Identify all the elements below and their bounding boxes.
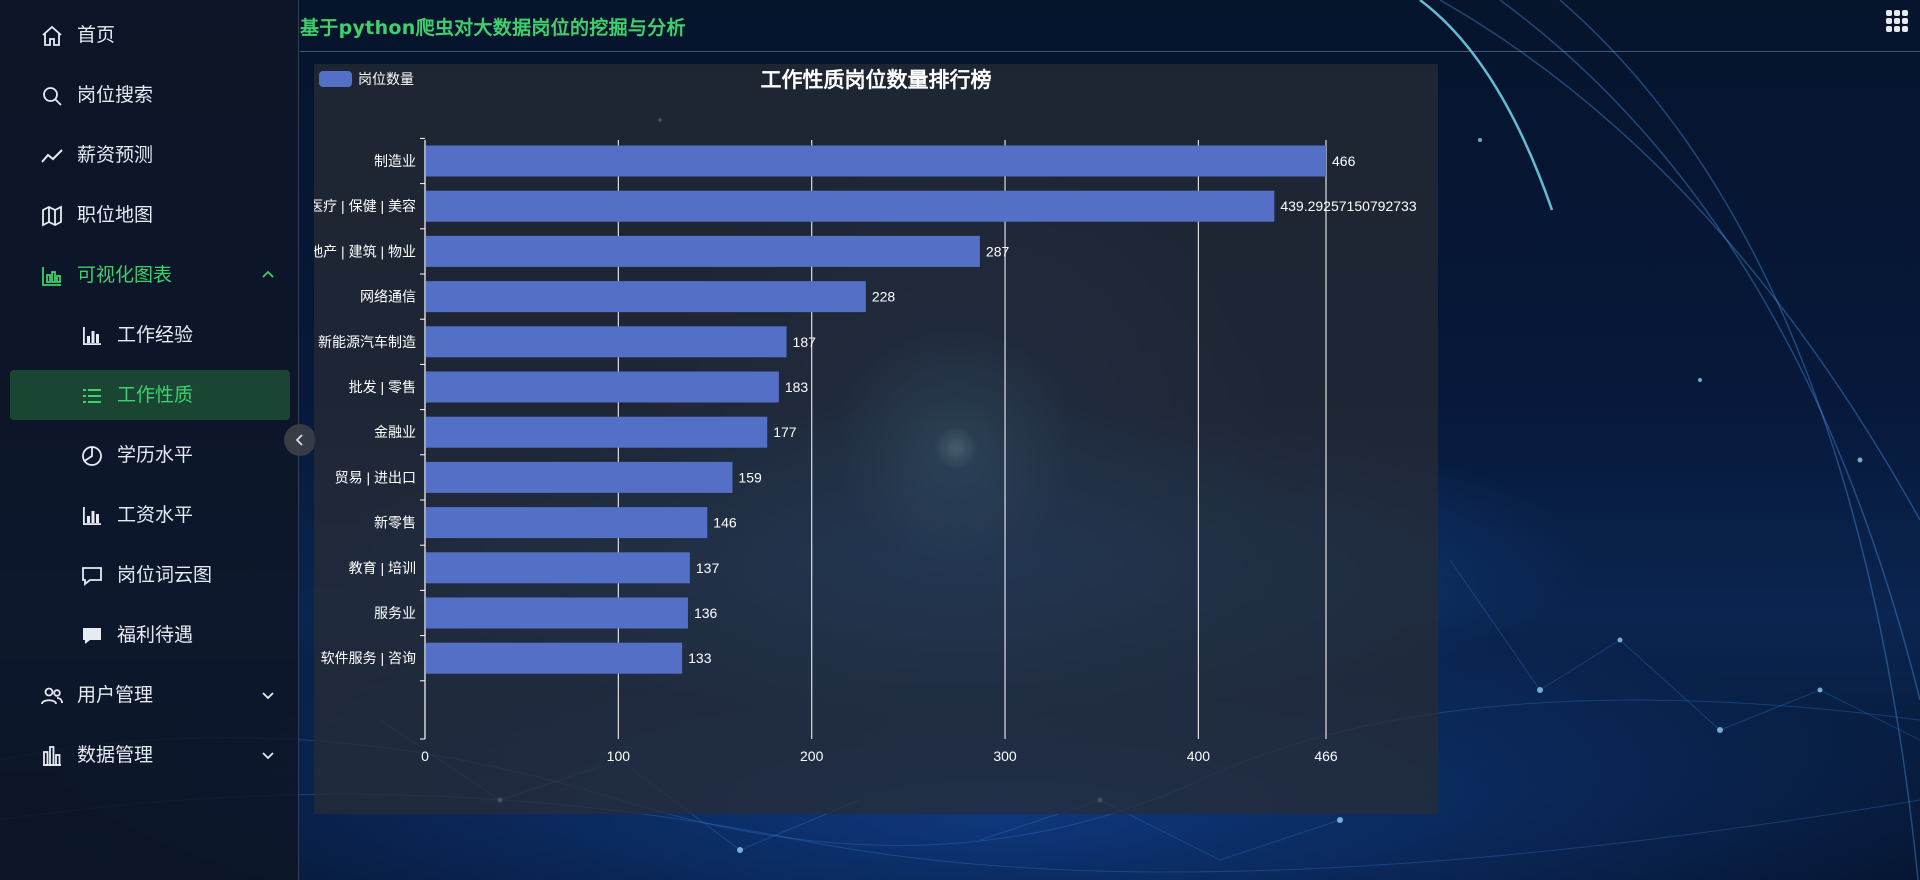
bar[interactable] (426, 642, 683, 674)
chevron-down-icon (262, 692, 274, 700)
y-category-label: 新零售 (374, 515, 416, 531)
bar-value-label: 137 (696, 560, 720, 576)
map-icon (42, 205, 62, 227)
sidebar-item-home[interactable]: 首页 (0, 10, 299, 60)
bar[interactable] (426, 552, 690, 584)
y-category-label: 教育 | 培训 (349, 560, 416, 576)
top-header: 基于python爬虫对大数据岗位的挖掘与分析 (300, 0, 1920, 52)
sidebar-item-label: 用户管理 (77, 684, 154, 706)
bar-chart-icon (83, 507, 101, 525)
search-icon (43, 87, 62, 106)
sidebar-item-user-management[interactable]: 用户管理 (0, 670, 299, 720)
x-tick-label: 466 (1314, 748, 1338, 764)
home-icon (42, 25, 62, 46)
chevron-left-icon (295, 434, 303, 446)
sidebar-item-job-map[interactable]: 职位地图 (0, 190, 299, 240)
chevron-up-icon (262, 270, 274, 278)
sidebar-item-label: 福利待遇 (117, 624, 194, 646)
bar-value-label: 177 (773, 424, 797, 440)
y-category-label: 新能源汽车制造 (318, 334, 416, 350)
bar[interactable] (426, 371, 779, 403)
y-category-label: 网络通信 (360, 289, 416, 305)
y-category-label: 服务业 (374, 605, 416, 621)
sidebar-collapse-button[interactable] (284, 424, 316, 456)
apps-grid-icon[interactable] (1884, 8, 1910, 34)
bar-value-label: 187 (793, 334, 817, 350)
sidebar-item-benefits[interactable]: 福利待遇 (0, 610, 299, 660)
bar-value-label: 466 (1332, 153, 1356, 169)
y-category-label: 制造业 (374, 153, 416, 169)
sidebar-item-charts[interactable]: 可视化图表 (0, 250, 299, 300)
chart-panel: 岗位数量 工作性质岗位数量排行榜 0 100 200 300 400 466 制造业 466 医… (314, 64, 1438, 814)
sidebar-item-label: 工作经验 (117, 324, 194, 346)
y-category-label: 软件服务 | 咨询 (321, 650, 416, 666)
bar-value-label: 228 (872, 289, 896, 305)
y-category-label: 贸易 | 进出口 (335, 469, 416, 485)
sidebar-item-label: 数据管理 (77, 744, 154, 766)
database-icon (43, 746, 61, 766)
sidebar-item-label: 岗位词云图 (117, 564, 213, 586)
bar[interactable] (426, 190, 1275, 222)
bar-value-label: 287 (986, 243, 1010, 259)
legend-swatch[interactable] (319, 71, 352, 87)
trend-icon (41, 149, 63, 163)
comment-icon (82, 567, 102, 586)
sidebar-item-label: 学历水平 (117, 444, 194, 466)
sidebar-item-education-level[interactable]: 学历水平 (0, 430, 299, 480)
sidebar-item-salary-level[interactable]: 工资水平 (0, 490, 299, 540)
chevron-down-icon (262, 752, 274, 760)
y-category-label: 房地产 | 建筑 | 物业 (314, 243, 416, 259)
legend-label[interactable]: 岗位数量 (358, 71, 414, 87)
sidebar-item-job-search[interactable]: 岗位搜索 (0, 70, 299, 120)
chart-title: 工作性质岗位数量排行榜 (761, 68, 992, 92)
page-title: 基于python爬虫对大数据岗位的挖掘与分析 (300, 17, 686, 39)
work-nature-bar-chart: 岗位数量 工作性质岗位数量排行榜 0 100 200 300 400 466 制造业 466 医… (314, 68, 1417, 764)
users-icon (41, 687, 63, 705)
chart-icon (42, 267, 61, 286)
bar-value-label: 439.29257150792733 (1280, 198, 1416, 214)
sidebar-item-label: 工资水平 (117, 504, 194, 526)
bar-value-label: 159 (738, 469, 762, 485)
y-category-label: 金融业 (374, 424, 416, 440)
bar[interactable] (426, 597, 688, 629)
bar[interactable] (426, 416, 768, 448)
bar[interactable] (426, 461, 733, 493)
sidebar-item-label: 岗位搜索 (77, 84, 154, 106)
x-tick-label: 100 (607, 748, 631, 764)
x-tick-label: 0 (421, 748, 429, 764)
chat-bubble-icon (83, 628, 101, 644)
x-tick-label: 300 (993, 748, 1017, 764)
sidebar-item-label: 职位地图 (77, 204, 154, 226)
bar[interactable] (426, 235, 980, 267)
sidebar: 首页 岗位搜索 薪资预测 职位地图 可视化图表 工作经验 工作性质 学历水平 工… (0, 0, 299, 880)
bar-value-label: 133 (688, 650, 712, 666)
sidebar-item-word-cloud[interactable]: 岗位词云图 (0, 550, 299, 600)
y-category-label: 医疗 | 保健 | 美容 (314, 198, 416, 214)
bar[interactable] (426, 145, 1326, 177)
sidebar-item-label: 首页 (77, 24, 116, 46)
sidebar-item-label: 可视化图表 (77, 264, 173, 286)
bar[interactable] (426, 281, 866, 313)
sidebar-item-salary-predict[interactable]: 薪资预测 (0, 130, 299, 180)
pie-chart-icon (82, 446, 102, 466)
sidebar-active-highlight (10, 370, 290, 420)
bar-value-label: 136 (694, 605, 718, 621)
sidebar-item-label: 薪资预测 (77, 144, 154, 166)
x-tick-label: 200 (800, 748, 824, 764)
sidebar-item-work-experience[interactable]: 工作经验 (0, 310, 299, 360)
sidebar-item-data-management[interactable]: 数据管理 (0, 730, 299, 780)
bar[interactable] (426, 326, 787, 358)
bar-value-label: 146 (713, 515, 737, 531)
bar-chart-icon (83, 327, 101, 345)
x-tick-label: 400 (1187, 748, 1211, 764)
list-icon (83, 389, 101, 403)
bar[interactable] (426, 507, 708, 539)
sidebar-item-label: 工作性质 (117, 384, 194, 406)
sidebar-item-work-nature[interactable]: 工作性质 (0, 370, 299, 420)
y-category-label: 批发 | 零售 (349, 379, 416, 395)
bar-value-label: 183 (785, 379, 809, 395)
